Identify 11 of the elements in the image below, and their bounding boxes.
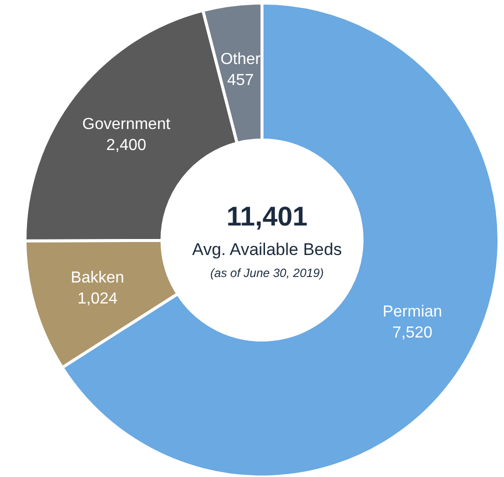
data-label: 7,520	[392, 324, 433, 342]
slice-label: Other	[220, 50, 262, 68]
text: (as of June 30, 2019)	[210, 266, 324, 280]
slice-label: Bakken	[70, 269, 124, 286]
slice-label: Government	[82, 116, 171, 134]
text: 11,401	[226, 202, 308, 232]
data-label: 457	[227, 72, 254, 89]
slice-label: Permian	[382, 303, 442, 320]
text: Avg. Available Beds	[192, 240, 342, 259]
data-label: 1,024	[77, 290, 118, 308]
data-label: 2,400	[106, 137, 146, 154]
